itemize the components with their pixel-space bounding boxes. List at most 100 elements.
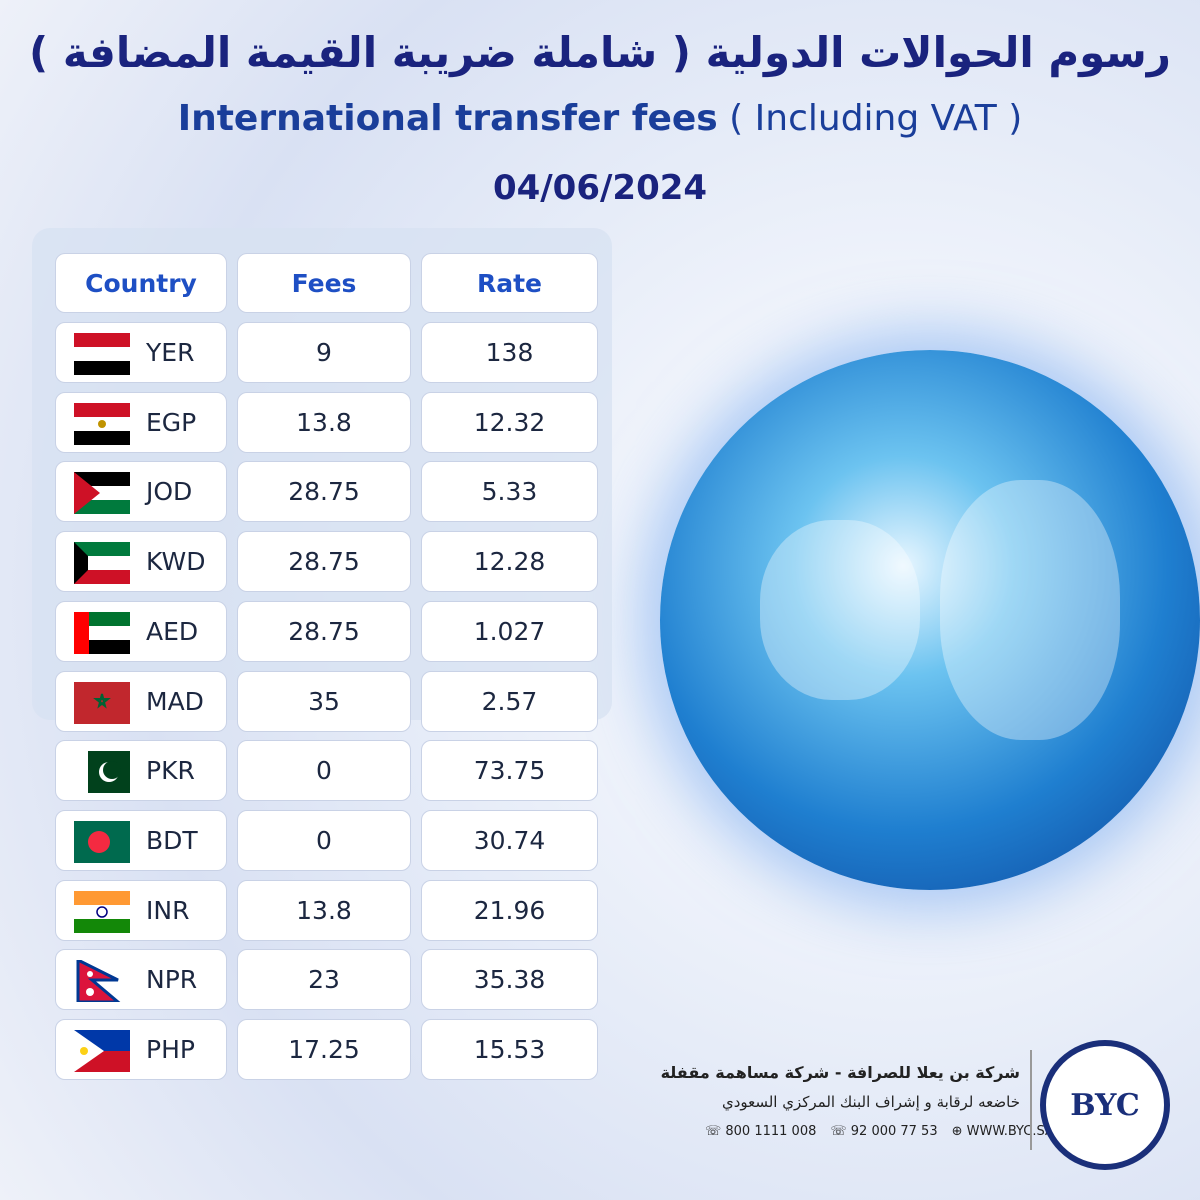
flag (74, 890, 130, 933)
country-cell: BDT (55, 809, 227, 871)
value-cell: 23 (237, 949, 411, 1011)
value-cell: 13.8 (237, 879, 411, 941)
header-cell: Fees (237, 253, 411, 313)
website: ⊕ WWW.BYC.SA (951, 1124, 1054, 1139)
value-cell-text: 13.8 (296, 895, 352, 925)
value-cell-text: 23 (308, 965, 340, 995)
value-cell: 0 (237, 809, 411, 871)
country-cell: NPR (55, 949, 227, 1011)
flag (74, 611, 130, 654)
value-cell: 5.33 (421, 461, 598, 523)
value-cell-text: 12.28 (473, 547, 546, 577)
country-cell: INR (55, 879, 227, 941)
globe (660, 350, 1200, 890)
header-cell-text: Fees (291, 268, 357, 298)
value-cell: 9 (237, 322, 411, 383)
flag (76, 960, 121, 1003)
value-cell-text: 15.53 (473, 1035, 546, 1064)
title-ar: رسوم الحوالات الدولية ( شاملة ضريبة القي… (29, 28, 1171, 77)
value-cell-text: 30.74 (473, 825, 546, 855)
value-cell-text: 138 (485, 338, 534, 367)
value-cell-text: 21.96 (473, 895, 546, 925)
country-cell: YER (55, 322, 227, 383)
value-cell-text: 5.33 (481, 477, 538, 507)
value-cell-text: 35 (308, 686, 340, 716)
regulator: خاضعه لرقابة و إشراف البنك المركزي السعو… (721, 1093, 1020, 1111)
flag (74, 542, 130, 585)
header-cell: Rate (421, 253, 598, 313)
contacts: ☏ 800 1111 008 ☏ 92 000 77 53 ⊕ WWW.BYC.… (705, 1124, 1054, 1139)
company-name: شركة بن يعلا للصرافة - شركة مساهمة مقفلة (660, 1063, 1020, 1082)
country-cell-text: MAD (146, 686, 204, 716)
phone: ☏ 800 1111 008 (705, 1124, 817, 1139)
country-cell-text: AED (146, 616, 199, 646)
value-cell-text: 2.57 (481, 686, 538, 716)
value-cell: 28.75 (237, 531, 411, 593)
country-cell-text: INR (146, 895, 190, 925)
country-cell-text: PKR (146, 756, 195, 786)
value-cell-text: 12.32 (473, 407, 546, 437)
value-cell-text: 9 (316, 338, 332, 367)
value-cell: 12.28 (421, 531, 598, 593)
value-cell: 73.75 (421, 740, 598, 802)
continent (760, 520, 920, 700)
value-cell: 28.75 (237, 461, 411, 523)
country-cell-text: BDT (146, 825, 198, 855)
value-cell-text: 1.027 (473, 616, 546, 646)
country-cell-text: EGP (146, 407, 197, 437)
title-en: International transfer fees ( Including … (0, 98, 1200, 139)
value-cell-text: 35.38 (473, 965, 546, 995)
value-cell-text: 13.8 (296, 407, 352, 437)
country-cell: KWD (55, 531, 227, 593)
value-cell: 21.96 (421, 879, 598, 941)
phone-number: 92 000 77 53 (850, 1124, 938, 1139)
value-cell: 30.74 (421, 809, 598, 871)
flag (74, 681, 130, 724)
continent (940, 480, 1120, 740)
value-cell-text: 0 (316, 756, 332, 786)
value-cell: 2.57 (421, 670, 598, 732)
country-cell-text: KWD (146, 547, 206, 577)
country-cell: AED (55, 600, 227, 662)
title-en-note: ( Including VAT ) (729, 98, 1023, 139)
date: 04/06/2024 (492, 168, 708, 208)
value-cell: 0 (237, 740, 411, 802)
value-cell-text: 0 (316, 825, 332, 855)
country-cell-text: PHP (146, 1035, 195, 1064)
flag (74, 402, 130, 445)
logo-text: BYC (1070, 1087, 1140, 1123)
value-cell: 15.53 (421, 1019, 598, 1080)
website-url: WWW.BYC.SA (966, 1124, 1054, 1139)
value-cell: 1.027 (421, 600, 598, 662)
country-cell: MAD (55, 670, 227, 732)
value-cell: 13.8 (237, 391, 411, 453)
country-cell: PKR (55, 740, 227, 802)
value-cell-text: 17.25 (288, 1035, 360, 1064)
flag (74, 333, 130, 375)
header-cell: Country (55, 253, 227, 313)
country-cell-text: NPR (146, 965, 198, 995)
value-cell: 35.38 (421, 949, 598, 1011)
country-cell: EGP (55, 391, 227, 453)
header-cell-text: Rate (476, 268, 543, 298)
value-cell: 35 (237, 670, 411, 732)
phone-number: 800 1111 008 (725, 1124, 817, 1139)
value-cell-text: 28.75 (288, 477, 360, 507)
flag (74, 751, 130, 794)
value-cell: 17.25 (237, 1019, 411, 1080)
country-cell-text: JOD (146, 477, 193, 507)
country-cell: JOD (55, 461, 227, 523)
logo: BYC (1040, 1040, 1170, 1170)
value-cell: 138 (421, 322, 598, 383)
value-cell: 12.32 (421, 391, 598, 453)
flag (74, 472, 130, 515)
header-cell-text: Country (85, 268, 197, 298)
divider (1030, 1050, 1032, 1150)
value-cell-text: 73.75 (473, 756, 546, 786)
value-cell-text: 28.75 (288, 616, 360, 646)
flag (74, 1030, 130, 1072)
value-cell-text: 28.75 (288, 547, 360, 577)
value-cell: 28.75 (237, 600, 411, 662)
title-en-main: International transfer fees (177, 98, 718, 139)
